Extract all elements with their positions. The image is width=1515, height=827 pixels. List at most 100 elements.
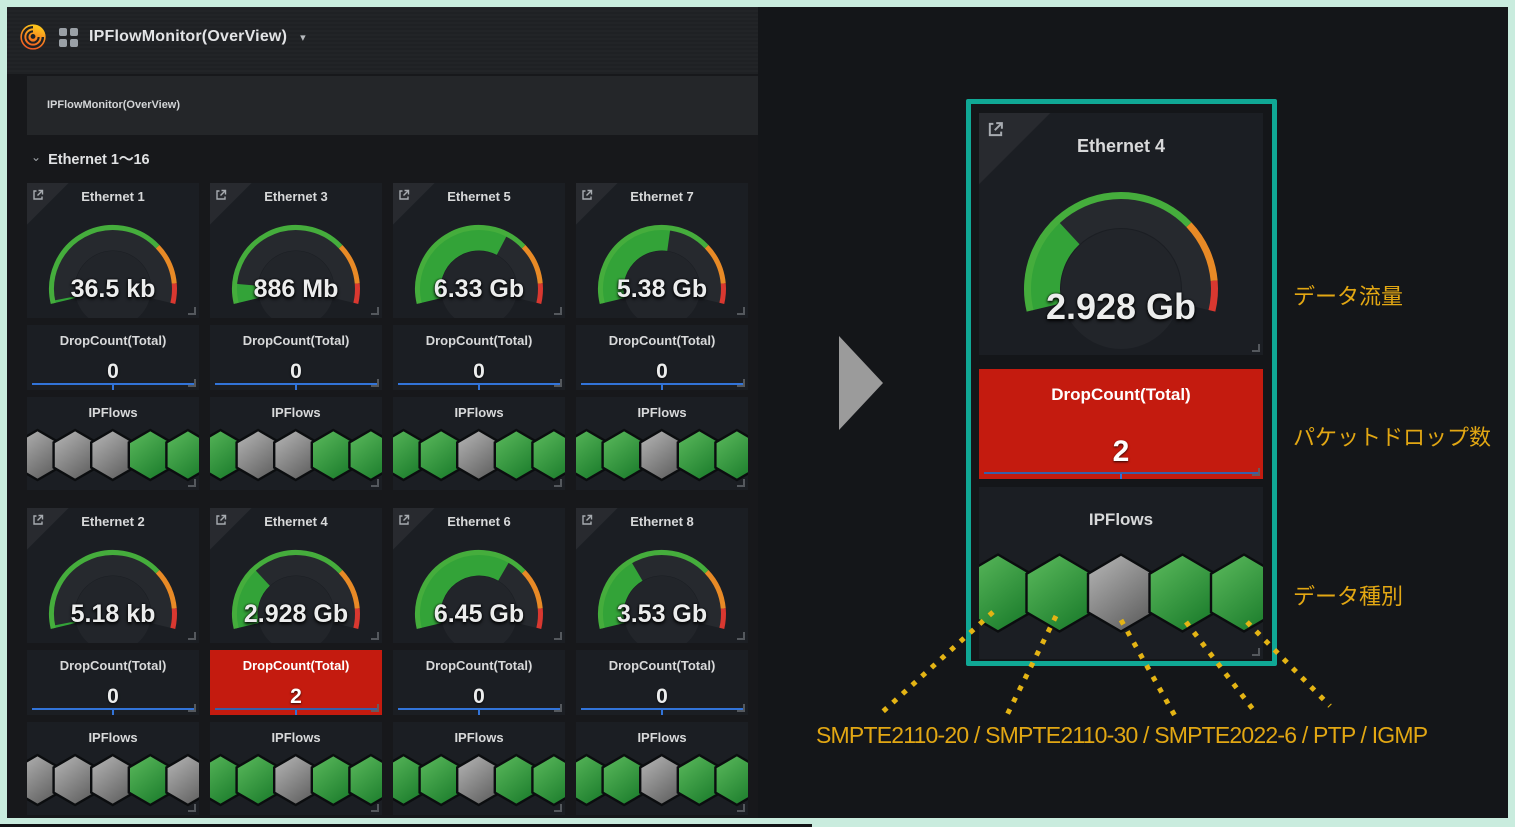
resize-handle[interactable] xyxy=(554,379,562,387)
annotation-packet-drop: パケットドロップ数 xyxy=(1293,425,1492,450)
external-link-icon[interactable] xyxy=(581,188,593,200)
external-link-icon[interactable] xyxy=(215,188,227,200)
panel-title: DropCount(Total) xyxy=(1051,385,1191,404)
gauge-panel: Ethernet 4 2.928 Gb xyxy=(210,508,382,643)
resize-handle[interactable] xyxy=(554,479,562,487)
gauge-panel: Ethernet 2 5.18 kb xyxy=(27,508,199,643)
annotation-data-type: データ種別 xyxy=(1293,584,1404,609)
dropcount-value: 0 xyxy=(290,360,302,383)
dashboard-title[interactable]: IPFlowMonitor(OverView) xyxy=(89,28,288,45)
bar-gauge-tick xyxy=(661,710,663,715)
panel-title: Ethernet 8 xyxy=(630,514,694,529)
resize-handle[interactable] xyxy=(371,307,379,315)
external-link-icon[interactable] xyxy=(32,188,44,200)
breadcrumb-bar: IPFlowMonitor(OverView) xyxy=(27,76,758,135)
dropcount-value: 0 xyxy=(656,360,668,383)
panel-title: DropCount(Total) xyxy=(242,658,350,673)
dropcount-panel: DropCount(Total) 0 xyxy=(576,325,748,390)
bar-gauge-line xyxy=(581,383,743,390)
resize-handle[interactable] xyxy=(554,307,562,315)
external-link-icon[interactable] xyxy=(215,513,227,525)
panel-title: IPFlows xyxy=(271,730,321,745)
panel-title: DropCount(Total) xyxy=(242,333,350,348)
dropcount-value: 0 xyxy=(107,360,119,383)
resize-handle[interactable] xyxy=(188,704,196,712)
panel-title: DropCount(Total) xyxy=(59,333,167,348)
interface-cell: Ethernet 4 2.928 Gb DropCount(Total) 2 I… xyxy=(210,508,382,815)
gauge-value: 886 Mb xyxy=(253,275,339,303)
panel-title: IPFlows xyxy=(637,730,687,745)
dashboards-grid-icon[interactable] xyxy=(59,27,78,47)
featured-dropcount-panel: DropCount(Total) 2 xyxy=(979,369,1263,479)
ipflows-panel: IPFlows xyxy=(576,397,748,490)
resize-handle[interactable] xyxy=(1252,648,1260,656)
resize-handle[interactable] xyxy=(188,804,196,812)
ipflows-panel: IPFlows xyxy=(210,397,382,490)
resize-handle[interactable] xyxy=(737,479,745,487)
bar-gauge-line xyxy=(32,383,194,390)
panel-title: Ethernet 5 xyxy=(447,189,511,204)
interface-cell: Ethernet 2 5.18 kb DropCount(Total) 0 IP… xyxy=(27,508,199,815)
interface-cell: Ethernet 7 5.38 Gb DropCount(Total) 0 IP… xyxy=(576,183,748,490)
interface-cell: Ethernet 1 36.5 kb DropCount(Total) 0 IP… xyxy=(27,183,199,490)
dropcount-panel: DropCount(Total) 0 xyxy=(576,650,748,715)
resize-handle[interactable] xyxy=(371,479,379,487)
resize-handle[interactable] xyxy=(1252,344,1260,352)
resize-handle[interactable] xyxy=(188,632,196,640)
grafana-logo-icon[interactable] xyxy=(18,22,48,52)
panel-title: Ethernet 3 xyxy=(264,189,328,204)
row-header-label: Ethernet 1～16 xyxy=(48,152,150,168)
panel-title: DropCount(Total) xyxy=(425,658,533,673)
dropcount-value: 2 xyxy=(1112,435,1130,468)
dropcount-value: 2 xyxy=(290,685,302,708)
external-link-icon[interactable] xyxy=(398,513,410,525)
gauge-panel: Ethernet 3 886 Mb xyxy=(210,183,382,318)
panel-corner xyxy=(27,183,69,225)
resize-handle[interactable] xyxy=(554,632,562,640)
resize-handle[interactable] xyxy=(737,804,745,812)
chevron-down-icon[interactable]: ▾ xyxy=(300,31,306,44)
panel-corner xyxy=(210,183,252,225)
resize-handle[interactable] xyxy=(188,479,196,487)
panel-title: Ethernet 4 xyxy=(1076,136,1166,156)
bar-gauge-line xyxy=(581,708,743,715)
dropcount-panel: DropCount(Total) 0 xyxy=(27,325,199,390)
bar-gauge-tick xyxy=(112,710,114,715)
interface-cell: Ethernet 8 3.53 Gb DropCount(Total) 0 IP… xyxy=(576,508,748,815)
bar-gauge-tick xyxy=(112,385,114,390)
panel-title: Ethernet 2 xyxy=(81,514,145,529)
resize-handle[interactable] xyxy=(371,804,379,812)
resize-handle[interactable] xyxy=(737,379,745,387)
row-header-ethernet[interactable]: ⌄ Ethernet 1～16 xyxy=(31,148,150,169)
dropcount-panel: DropCount(Total) 0 xyxy=(27,650,199,715)
resize-handle[interactable] xyxy=(737,632,745,640)
resize-handle[interactable] xyxy=(1252,468,1260,476)
resize-handle[interactable] xyxy=(554,804,562,812)
resize-handle[interactable] xyxy=(554,704,562,712)
resize-handle[interactable] xyxy=(371,632,379,640)
resize-handle[interactable] xyxy=(371,379,379,387)
top-navbar: IPFlowMonitor(OverView) ▾ xyxy=(7,7,758,74)
panel-title: DropCount(Total) xyxy=(608,333,716,348)
resize-handle[interactable] xyxy=(737,704,745,712)
zoom-arrow-icon xyxy=(839,336,883,430)
panel-title: IPFlows xyxy=(1088,510,1154,529)
external-link-icon[interactable] xyxy=(581,513,593,525)
gauge-panel: Ethernet 8 3.53 Gb xyxy=(576,508,748,643)
dropcount-panel: DropCount(Total) 0 xyxy=(393,325,565,390)
gauge-panel: Ethernet 7 5.38 Gb xyxy=(576,183,748,318)
resize-handle[interactable] xyxy=(188,307,196,315)
panel-title: Ethernet 6 xyxy=(447,514,511,529)
bar-gauge-tick xyxy=(661,385,663,390)
gauge-value: 6.33 Gb xyxy=(433,275,525,303)
resize-handle[interactable] xyxy=(737,307,745,315)
breadcrumb[interactable]: IPFlowMonitor(OverView) xyxy=(47,99,181,111)
dashboard-area: IPFlowMonitor(OverView) ▾ IPFlowMonitor(… xyxy=(7,7,758,818)
panel-title: DropCount(Total) xyxy=(608,658,716,673)
external-link-icon[interactable] xyxy=(987,121,1004,138)
resize-handle[interactable] xyxy=(371,704,379,712)
resize-handle[interactable] xyxy=(188,379,196,387)
external-link-icon[interactable] xyxy=(398,188,410,200)
external-link-icon[interactable] xyxy=(32,513,44,525)
